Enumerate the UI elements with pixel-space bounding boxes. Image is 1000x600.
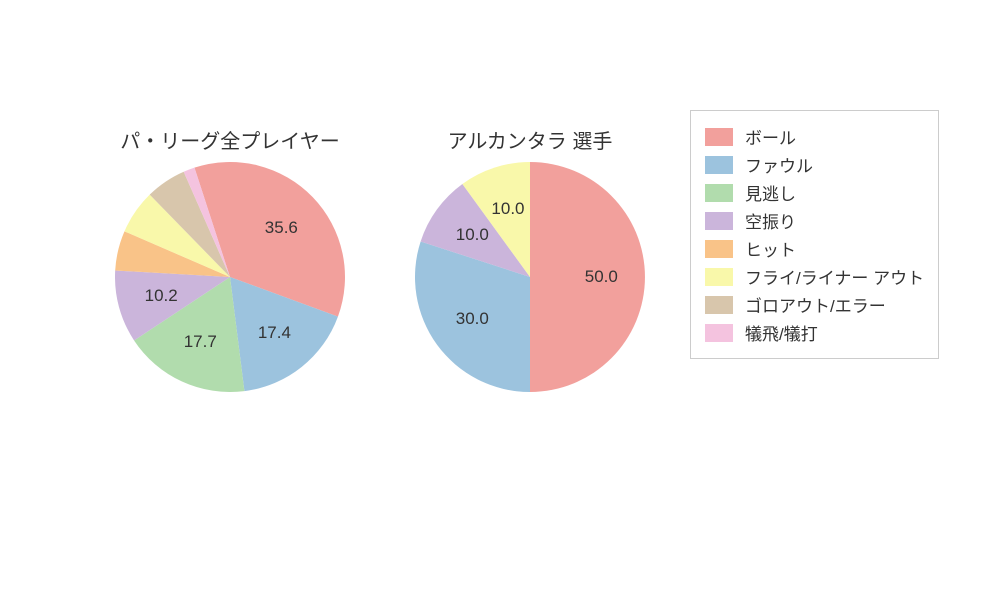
chart-container: パ・リーグ全プレイヤー 35.6 17.4 17.7 10.2 アルカンタラ 選手 50.0… bbox=[0, 0, 1000, 600]
legend-swatch-hit bbox=[705, 240, 733, 258]
legend: ボールファウル見逃し空振りヒットフライ/ライナー アウトゴロアウト/エラー犠飛/… bbox=[690, 110, 939, 359]
legend-swatch-swing bbox=[705, 212, 733, 230]
legend-label-foul: ファウル bbox=[745, 152, 813, 177]
legend-swatch-ball bbox=[705, 128, 733, 146]
legend-item-hit: ヒット bbox=[705, 236, 924, 261]
slice-label-league-look: 17.7 bbox=[184, 332, 217, 352]
legend-label-ground: ゴロアウト/エラー bbox=[745, 292, 886, 317]
legend-item-sac: 犠飛/犠打 bbox=[705, 320, 924, 345]
pie-wrap-league: 35.6 17.4 17.7 10.2 bbox=[115, 162, 345, 392]
legend-item-swing: 空振り bbox=[705, 208, 924, 233]
legend-item-fly: フライ/ライナー アウト bbox=[705, 264, 924, 289]
legend-label-fly: フライ/ライナー アウト bbox=[745, 264, 924, 289]
pie-chart-league: パ・リーグ全プレイヤー 35.6 17.4 17.7 10.2 bbox=[115, 125, 345, 392]
chart-title-player: アルカンタラ 選手 bbox=[415, 125, 645, 154]
legend-label-sac: 犠飛/犠打 bbox=[745, 320, 818, 345]
slice-label-player-ball: 50.0 bbox=[585, 267, 618, 287]
slice-label-player-foul: 30.0 bbox=[456, 309, 489, 329]
legend-item-ball: ボール bbox=[705, 124, 924, 149]
legend-label-ball: ボール bbox=[745, 124, 796, 149]
legend-label-hit: ヒット bbox=[745, 236, 796, 261]
pie-svg-league bbox=[115, 162, 345, 392]
slice-label-player-fly: 10.0 bbox=[491, 199, 524, 219]
legend-swatch-fly bbox=[705, 268, 733, 286]
pie-wrap-player: 50.0 30.0 10.010.0 bbox=[415, 162, 645, 392]
legend-swatch-ground bbox=[705, 296, 733, 314]
legend-swatch-sac bbox=[705, 324, 733, 342]
chart-title-league: パ・リーグ全プレイヤー bbox=[115, 125, 345, 154]
legend-label-look: 見逃し bbox=[745, 180, 796, 205]
legend-swatch-look bbox=[705, 184, 733, 202]
legend-label-swing: 空振り bbox=[745, 208, 796, 233]
legend-item-ground: ゴロアウト/エラー bbox=[705, 292, 924, 317]
slice-label-league-swing: 10.2 bbox=[145, 286, 178, 306]
slice-label-league-ball: 35.6 bbox=[265, 218, 298, 238]
slice-label-player-swing: 10.0 bbox=[456, 225, 489, 245]
legend-swatch-foul bbox=[705, 156, 733, 174]
legend-item-foul: ファウル bbox=[705, 152, 924, 177]
legend-item-look: 見逃し bbox=[705, 180, 924, 205]
slice-label-league-foul: 17.4 bbox=[258, 323, 291, 343]
pie-chart-player: アルカンタラ 選手 50.0 30.0 10.010.0 bbox=[415, 125, 645, 392]
